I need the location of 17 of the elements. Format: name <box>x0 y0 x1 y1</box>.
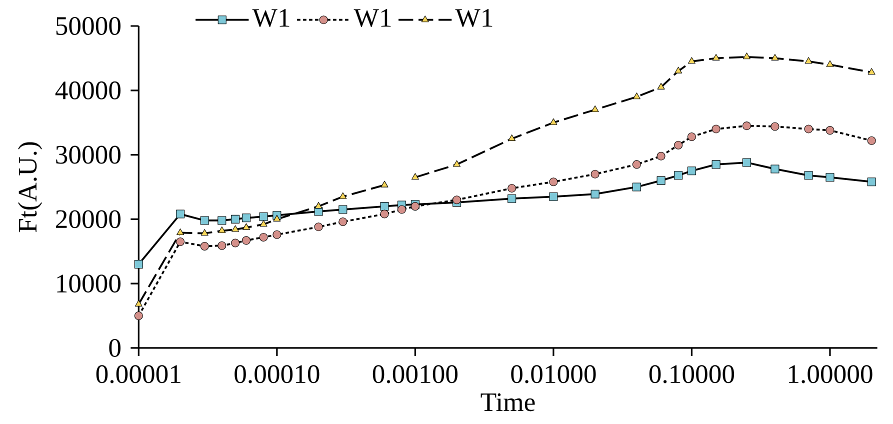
x-tick-label: 0.00001 <box>96 365 180 384</box>
legend-label: W1 <box>252 9 290 28</box>
x-tick-label: 0.10000 <box>649 365 734 384</box>
legend-label: W1 <box>455 9 492 28</box>
x-tick-label: 0.01000 <box>511 365 596 384</box>
legend-label: W1 <box>354 9 391 28</box>
y-tick-label: 10000 <box>57 274 121 293</box>
y-tick-label: 0 <box>109 338 121 357</box>
x-tick-label: 1.00000 <box>788 365 872 384</box>
y-tick-label: 50000 <box>56 17 121 35</box>
x-tick-label: 0.00010 <box>234 365 320 384</box>
y-tick-label: 20000 <box>56 210 121 228</box>
y-axis-title: Ft(A.U.) <box>18 142 42 232</box>
y-tick-label: 40000 <box>55 81 121 100</box>
x-axis-title: Time <box>480 393 535 412</box>
y-tick-label: 30000 <box>56 146 121 164</box>
x-tick-label: 0.00100 <box>372 365 458 384</box>
